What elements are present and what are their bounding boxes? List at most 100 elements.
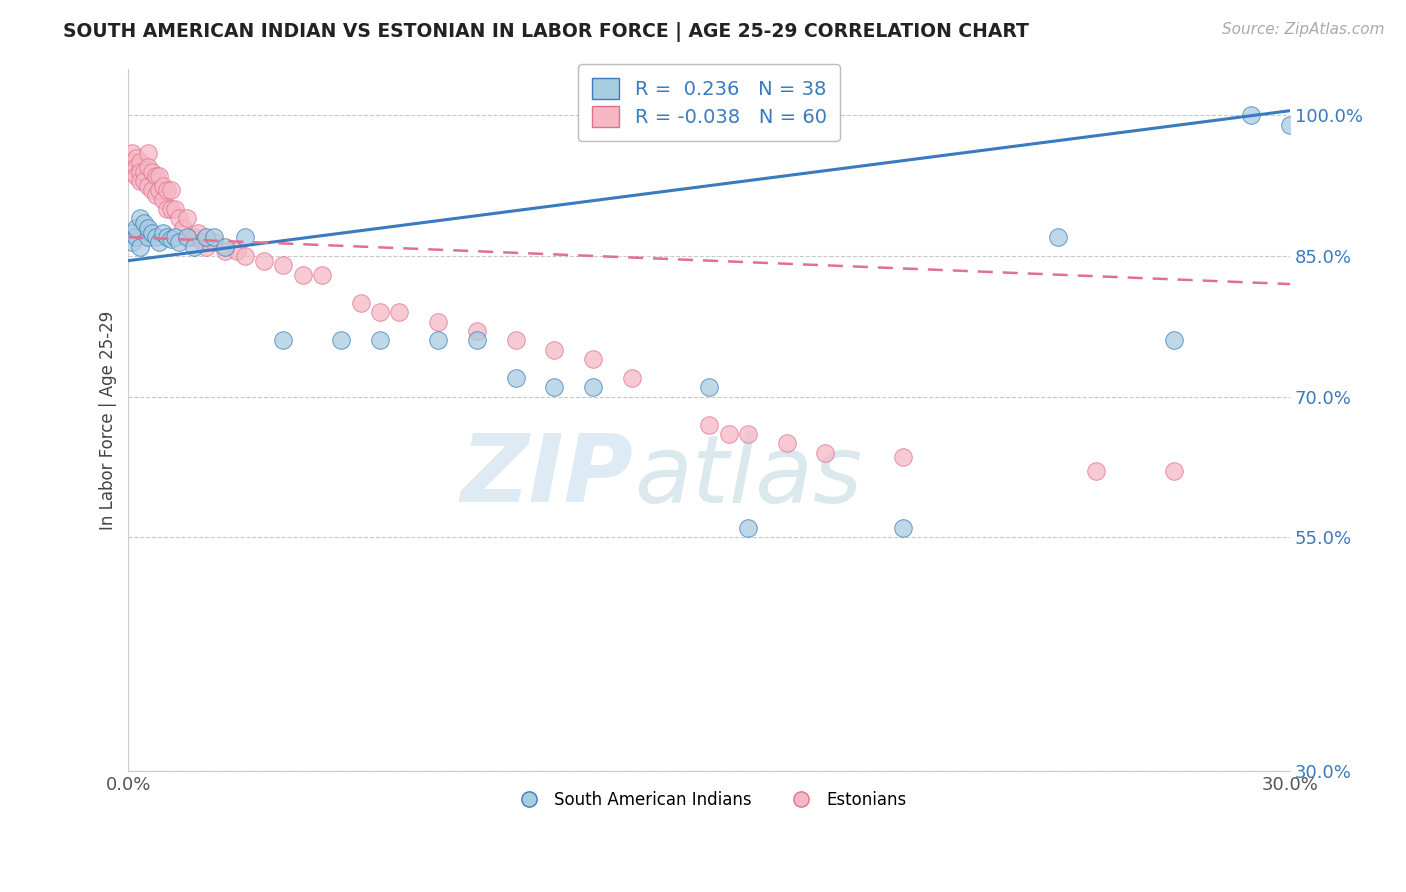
Point	[776, 436, 799, 450]
Point	[129, 174, 152, 188]
Point	[233, 230, 256, 244]
Point	[136, 160, 159, 174]
Point	[121, 155, 143, 169]
Point	[141, 164, 163, 178]
Point	[350, 295, 373, 310]
Point	[179, 230, 201, 244]
Point	[156, 202, 179, 216]
Point	[233, 249, 256, 263]
Point	[163, 230, 186, 244]
Point	[129, 211, 152, 226]
Point	[121, 145, 143, 160]
Point	[156, 230, 179, 244]
Point	[141, 183, 163, 197]
Point	[125, 220, 148, 235]
Point	[191, 235, 214, 249]
Point	[582, 352, 605, 367]
Point	[145, 188, 167, 202]
Point	[368, 305, 391, 319]
Point	[132, 164, 155, 178]
Point	[1240, 108, 1263, 122]
Point	[141, 226, 163, 240]
Point	[125, 151, 148, 165]
Point	[388, 305, 411, 319]
Point	[505, 371, 527, 385]
Text: ZIP: ZIP	[461, 430, 634, 522]
Point	[129, 239, 152, 253]
Point	[152, 226, 174, 240]
Point	[156, 183, 179, 197]
Point	[121, 226, 143, 240]
Point	[1085, 465, 1108, 479]
Point	[253, 253, 276, 268]
Point	[543, 380, 565, 394]
Point	[330, 333, 353, 347]
Point	[136, 230, 159, 244]
Point	[148, 169, 170, 184]
Point	[183, 230, 205, 244]
Text: atlas: atlas	[634, 431, 862, 522]
Point	[145, 230, 167, 244]
Point	[814, 446, 837, 460]
Point	[737, 427, 759, 442]
Point	[465, 324, 488, 338]
Point	[427, 314, 450, 328]
Point	[194, 239, 217, 253]
Point	[273, 258, 295, 272]
Point	[145, 169, 167, 184]
Point	[187, 226, 209, 240]
Point	[202, 230, 225, 244]
Point	[427, 333, 450, 347]
Point	[737, 521, 759, 535]
Text: Source: ZipAtlas.com: Source: ZipAtlas.com	[1222, 22, 1385, 37]
Point	[129, 164, 152, 178]
Point	[125, 169, 148, 184]
Point	[465, 333, 488, 347]
Legend: South American Indians, Estonians: South American Indians, Estonians	[505, 784, 912, 816]
Point	[132, 216, 155, 230]
Point	[1279, 118, 1302, 132]
Point	[214, 239, 236, 253]
Text: SOUTH AMERICAN INDIAN VS ESTONIAN IN LABOR FORCE | AGE 25-29 CORRELATION CHART: SOUTH AMERICAN INDIAN VS ESTONIAN IN LAB…	[63, 22, 1029, 42]
Point	[202, 235, 225, 249]
Point	[543, 343, 565, 357]
Point	[620, 371, 643, 385]
Point	[148, 183, 170, 197]
Point	[1163, 333, 1185, 347]
Point	[368, 333, 391, 347]
Y-axis label: In Labor Force | Age 25-29: In Labor Force | Age 25-29	[100, 310, 117, 530]
Point	[136, 220, 159, 235]
Point	[167, 235, 190, 249]
Point	[129, 155, 152, 169]
Point	[1046, 230, 1069, 244]
Point	[176, 211, 198, 226]
Point	[132, 174, 155, 188]
Point	[697, 380, 720, 394]
Point	[136, 178, 159, 193]
Point	[152, 178, 174, 193]
Point	[717, 427, 740, 442]
Point	[172, 220, 194, 235]
Point	[160, 202, 183, 216]
Point	[121, 164, 143, 178]
Point	[891, 450, 914, 465]
Point	[214, 244, 236, 259]
Point	[163, 202, 186, 216]
Point	[225, 244, 247, 259]
Point	[582, 380, 605, 394]
Point	[311, 268, 333, 282]
Point	[891, 521, 914, 535]
Point	[183, 239, 205, 253]
Point	[505, 333, 527, 347]
Point	[1163, 465, 1185, 479]
Point	[148, 235, 170, 249]
Point	[160, 183, 183, 197]
Point	[125, 160, 148, 174]
Point	[152, 193, 174, 207]
Point	[160, 232, 183, 246]
Point	[176, 230, 198, 244]
Point	[136, 145, 159, 160]
Point	[697, 417, 720, 432]
Point	[121, 235, 143, 249]
Point	[125, 230, 148, 244]
